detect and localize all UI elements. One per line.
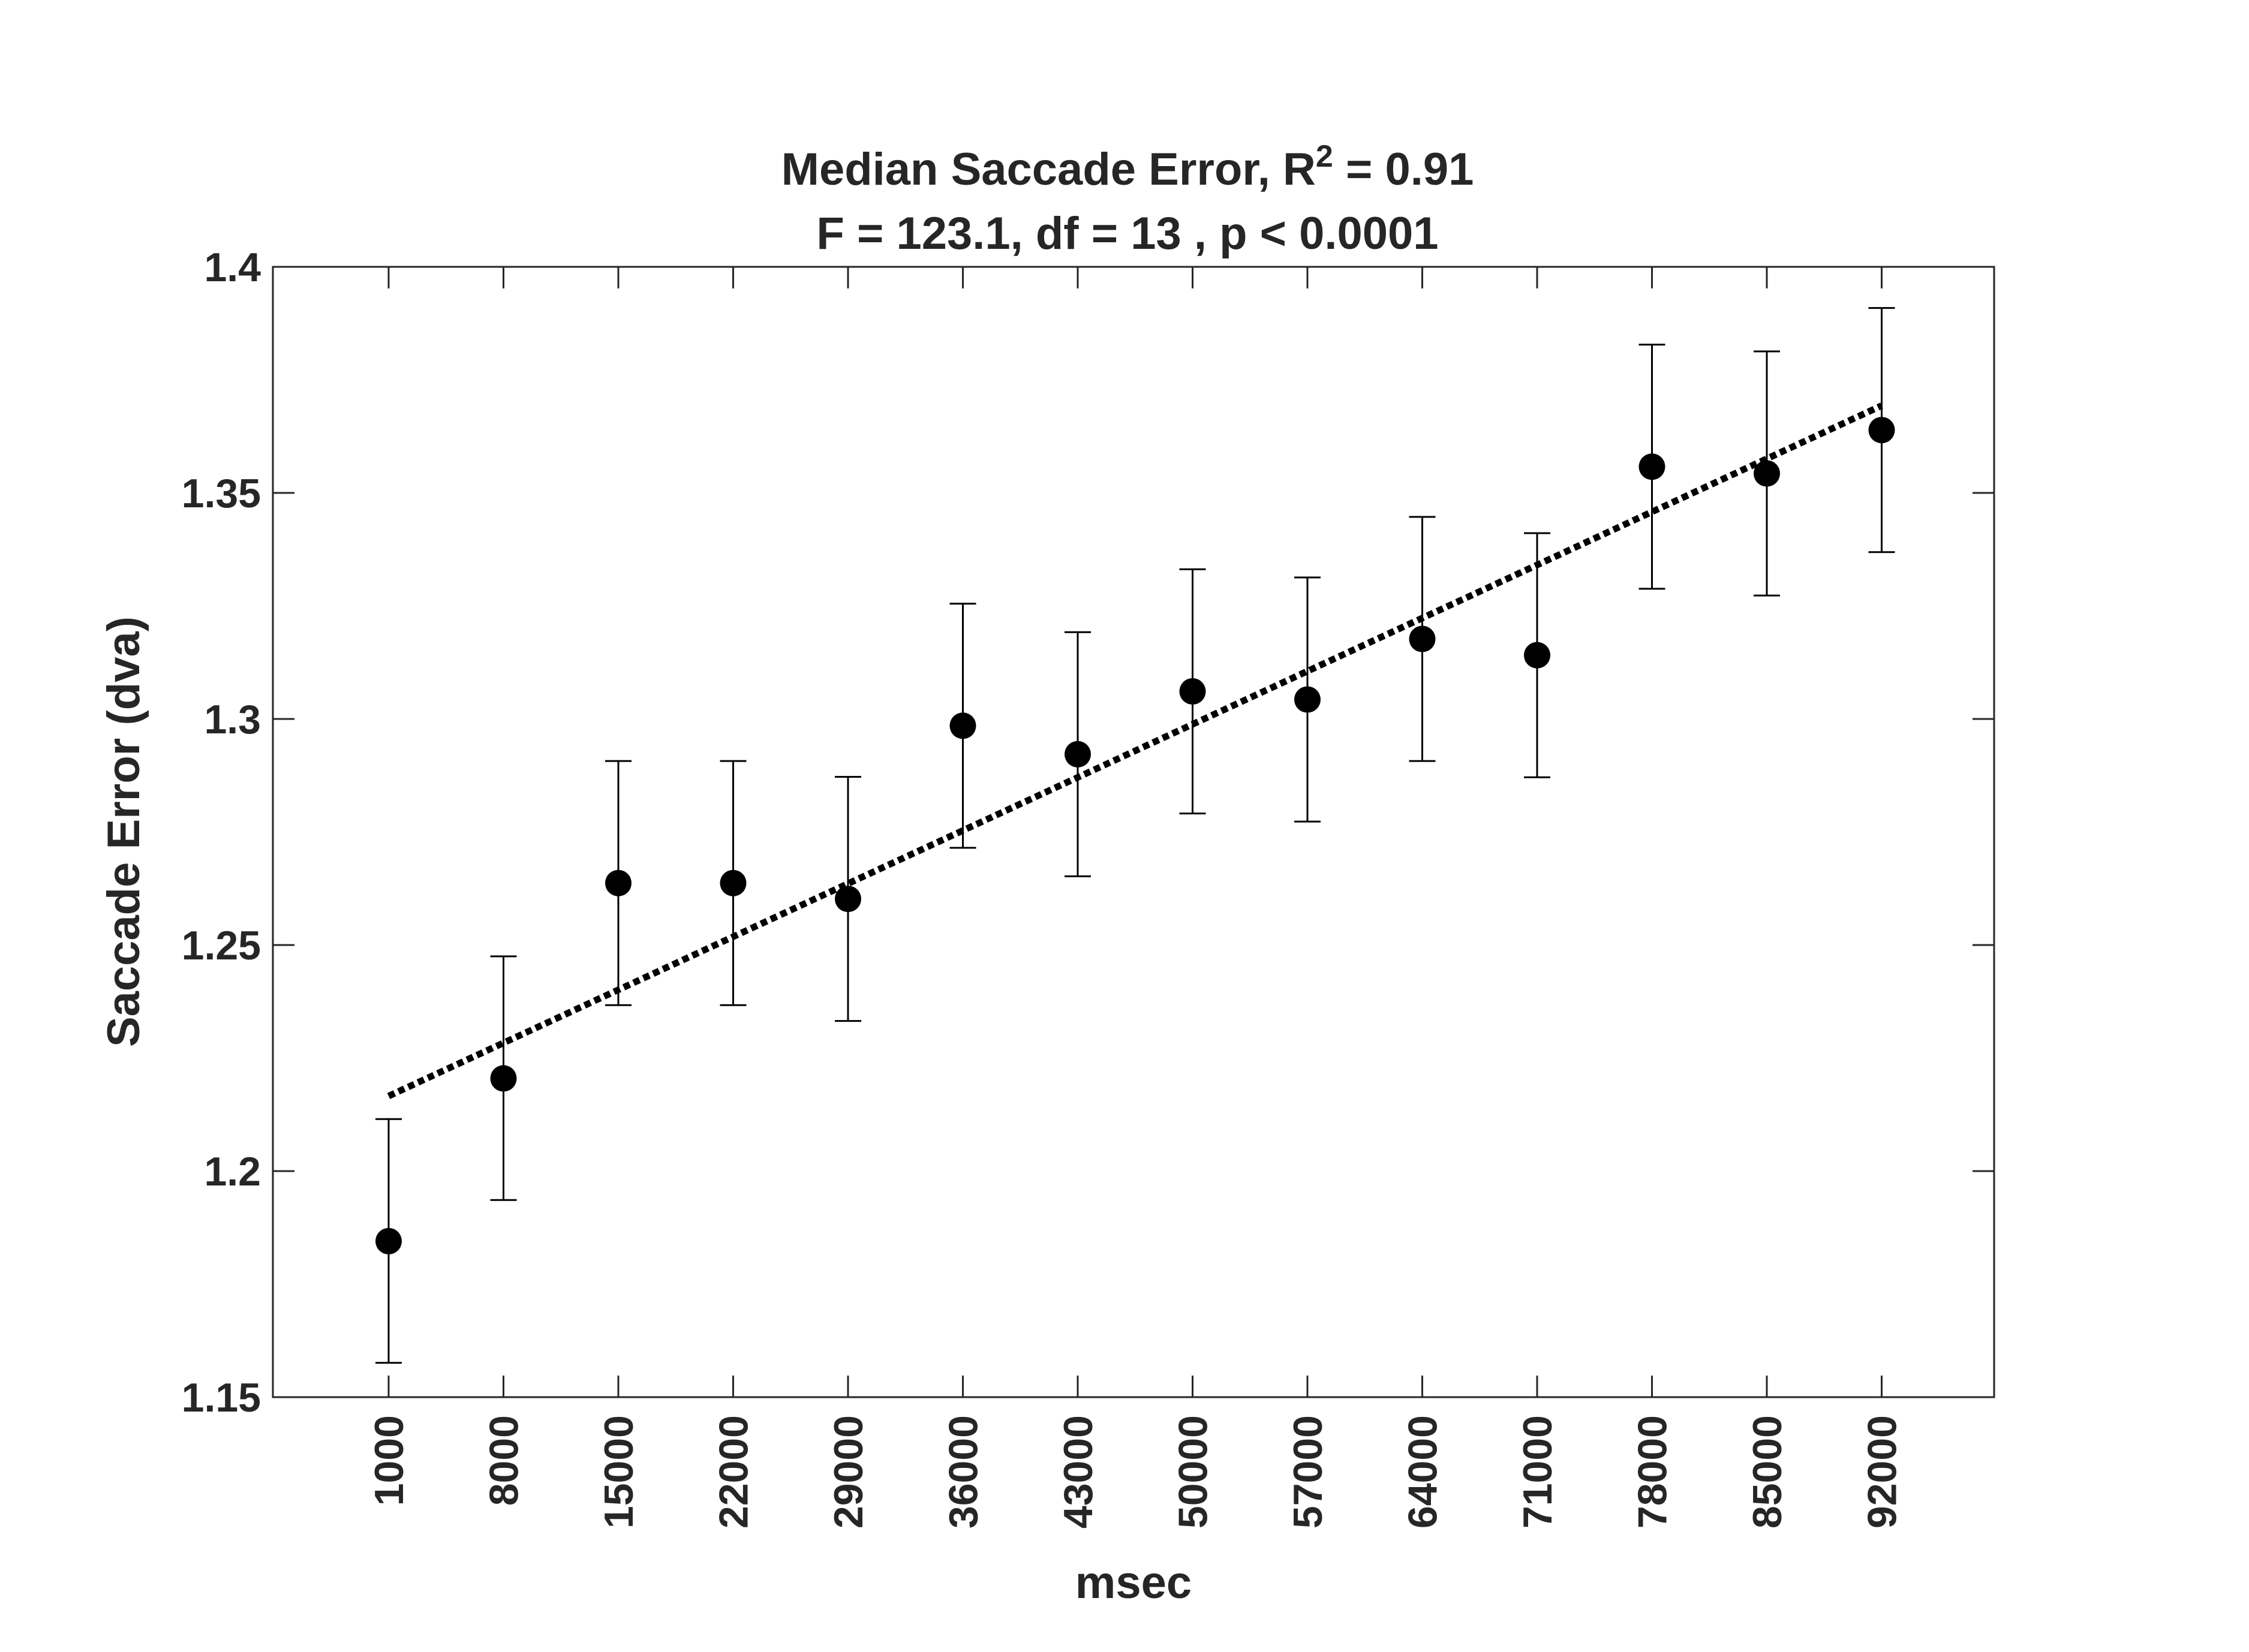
chart-title-superscript: 2 (1316, 139, 1333, 174)
trendline-group (387, 402, 1883, 1099)
x-tick-label: 78000 (1630, 1415, 1676, 1528)
x-tick-label: 50000 (1171, 1415, 1216, 1528)
y-tick-label: 1.15 (182, 1375, 261, 1421)
chart-title-main: Median Saccade Error, R (781, 144, 1316, 195)
y-tick-label: 1.2 (204, 1149, 261, 1194)
y-tick-label: 1.3 (204, 697, 261, 742)
plot-area (272, 266, 1995, 1398)
data-point (949, 712, 976, 739)
y-tick-label: 1.25 (182, 923, 261, 968)
data-points (375, 417, 1895, 1254)
trendline (387, 402, 1883, 1099)
data-point (720, 869, 747, 896)
y-tick-label: 1.4 (204, 245, 261, 290)
y-axis-title: Saccade Error (dva) (98, 616, 149, 1047)
data-point (1638, 453, 1665, 480)
x-tick-label: 8000 (482, 1415, 527, 1506)
x-tick-label: 15000 (596, 1415, 642, 1528)
x-tick-label: 1000 (366, 1415, 412, 1506)
x-tick-label: 57000 (1285, 1415, 1331, 1528)
y-axis: 1.15 1.2 1.25 1.3 1.35 1.4 (182, 245, 1994, 1421)
x-tick-label: 85000 (1745, 1415, 1790, 1528)
chart-title: Median Saccade Error, R2 = 0.91 (781, 139, 1474, 195)
chart-subtitle: F = 123.1, df = 13 , p < 0.0001 (816, 208, 1438, 259)
data-point (1409, 625, 1436, 652)
chart-title-value: = 0.91 (1333, 144, 1474, 195)
x-axis-title: msec (1075, 1557, 1192, 1608)
data-point (1179, 678, 1206, 705)
data-point (1065, 741, 1091, 768)
x-tick-label: 64000 (1400, 1415, 1446, 1528)
x-tick-label: 92000 (1860, 1415, 1905, 1528)
data-point (1868, 417, 1895, 444)
data-point (605, 869, 632, 896)
data-point (1524, 642, 1550, 669)
x-tick-label: 36000 (941, 1415, 987, 1528)
data-point (1294, 686, 1321, 713)
y-tick-label: 1.35 (182, 471, 261, 516)
x-tick-label: 43000 (1056, 1415, 1101, 1528)
data-point (1754, 460, 1780, 487)
data-point (835, 886, 861, 913)
x-tick-label: 71000 (1515, 1415, 1561, 1528)
data-point (490, 1065, 517, 1092)
x-axis: 1000 8000 15000 22000 29000 36000 43000 50000 57… (366, 267, 1905, 1528)
x-tick-label: 29000 (826, 1415, 871, 1528)
data-point (375, 1227, 402, 1254)
x-tick-label: 22000 (711, 1415, 757, 1528)
